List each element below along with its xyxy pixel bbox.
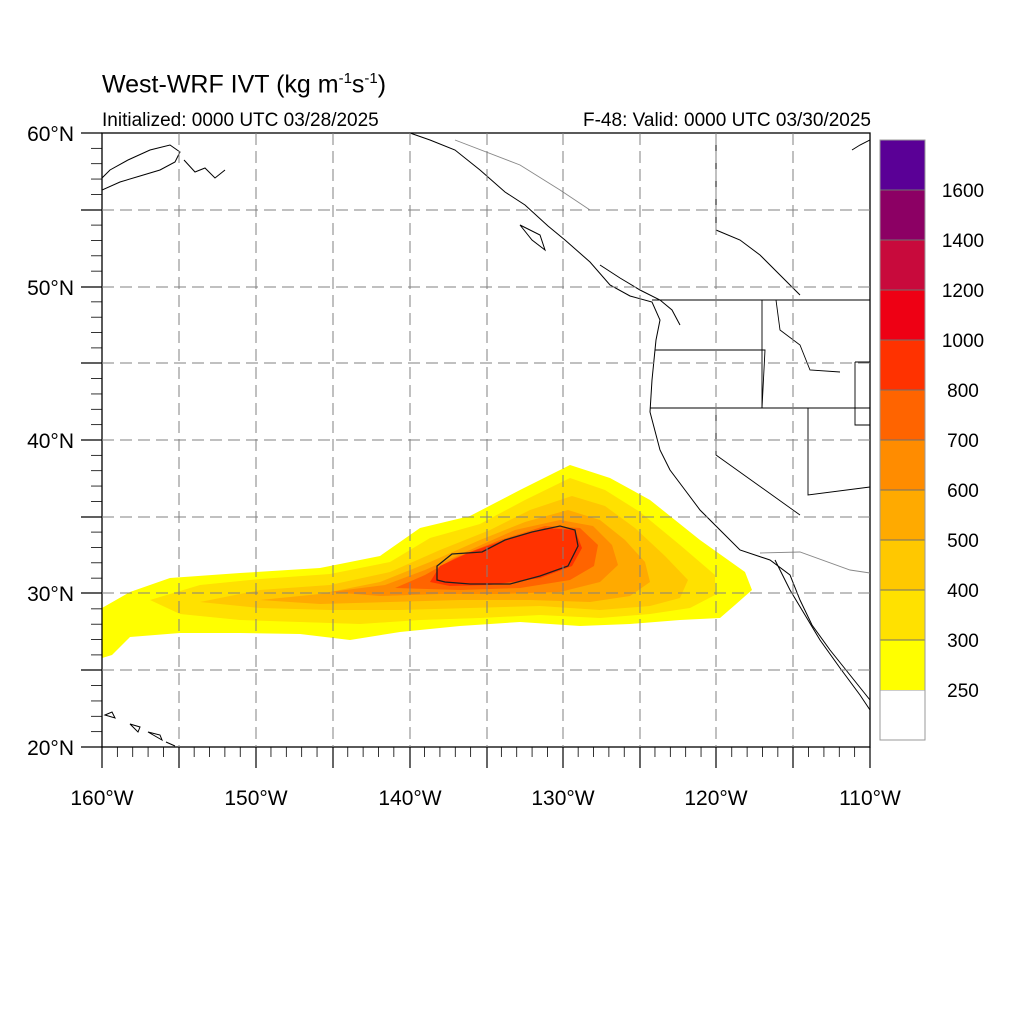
lat-label-40n: 40°N (27, 430, 74, 453)
kodiak-coast (183, 159, 226, 179)
graticule (102, 133, 870, 747)
lat-label-30n: 30°N (27, 583, 74, 606)
initialized-time: Initialized: 0000 UTC 03/28/2025 (102, 110, 379, 131)
lat-label-60n: 60°N (27, 123, 74, 146)
colorbar-label-1400: 1400 (942, 231, 984, 252)
colorbar-label-300: 300 (947, 631, 979, 652)
bc-islands (519, 224, 681, 326)
colorbar-box-8 (880, 290, 925, 340)
colorbar-box-9 (880, 240, 925, 290)
lon-label-110w: 110°W (839, 787, 901, 810)
ticks (81, 132, 871, 768)
lon-label-120w: 120°W (684, 787, 747, 810)
minor-ticks (91, 147, 856, 757)
baja-california (774, 559, 870, 711)
colorbar-label-1200: 1200 (942, 281, 984, 302)
colorbar-box-5 (880, 440, 925, 490)
hudson-coast (715, 133, 801, 296)
lon-label-130w: 130°W (531, 787, 594, 810)
colorbar-box-0 (879, 689, 926, 741)
lon-label-160w: 160°W (70, 787, 133, 810)
lon-label-150w: 150°W (224, 787, 287, 810)
ivt-band-800 (430, 528, 582, 586)
lat-label-20n: 20°N (27, 737, 74, 760)
colorbar-box-2 (880, 590, 925, 640)
colorbar-label-800: 800 (947, 381, 979, 402)
ivt-shading (102, 465, 752, 658)
colorbar-label-500: 500 (947, 531, 979, 552)
colorbar-box-11 (880, 140, 925, 190)
valid-time: F-48: Valid: 0000 UTC 03/30/2025 (583, 110, 871, 131)
alaska-peninsula (102, 144, 181, 191)
colorbar-label-600: 600 (947, 481, 979, 502)
colorbar-box-6 (880, 390, 925, 440)
colorbar-box-4 (880, 490, 925, 540)
lat-label-50n: 50°N (27, 277, 74, 300)
lon-label-140w: 140°W (378, 787, 441, 810)
colorbar-box-10 (880, 190, 925, 240)
colorbar-box-7 (880, 340, 925, 390)
hawaii-islands (103, 711, 176, 747)
colorbar: 250 300 400 500 600 700 800 1000 1200 14… (879, 139, 984, 741)
colorbar-box-1 (880, 640, 925, 690)
colorbar-box-3 (880, 540, 925, 590)
colorbar-label-1000: 1000 (942, 331, 984, 352)
chart-title: West-WRF IVT (kg m-1s-1) (102, 70, 387, 99)
colorbar-label-250: 250 (947, 681, 979, 702)
ne-pacific-coast (851, 139, 870, 151)
colorbar-label-400: 400 (947, 581, 979, 602)
colorbar-label-700: 700 (947, 431, 979, 452)
ivt-contour-1000 (436, 525, 579, 585)
colorbar-label-1600: 1600 (942, 181, 984, 202)
